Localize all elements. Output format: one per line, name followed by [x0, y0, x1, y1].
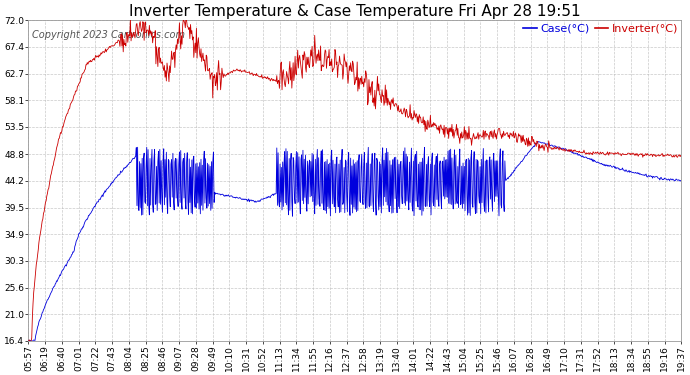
Title: Inverter Temperature & Case Temperature Fri Apr 28 19:51: Inverter Temperature & Case Temperature …	[129, 4, 581, 19]
Legend: Case(°C), Inverter(°C): Case(°C), Inverter(°C)	[524, 24, 678, 34]
Text: Copyright 2023 Cartronics.com: Copyright 2023 Cartronics.com	[32, 30, 185, 40]
